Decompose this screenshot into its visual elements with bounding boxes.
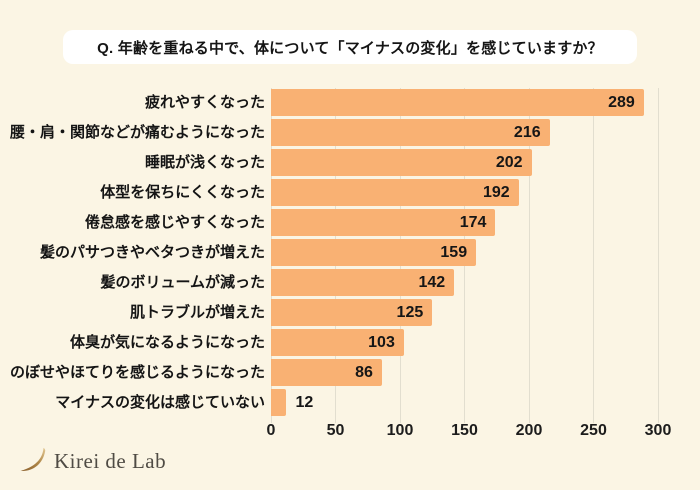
category-label: 体型を保ちにくくなった [100, 184, 265, 201]
bar [271, 149, 532, 176]
value-label: 142 [418, 274, 446, 291]
plot-area: 289 216 202 192 174 159 142 125 103 86 12 [270, 88, 659, 423]
x-tick-label: 0 [266, 422, 276, 439]
x-tick-label: 50 [326, 422, 345, 439]
bar [271, 209, 496, 236]
bar-row: 12 [271, 388, 658, 418]
category-label: 倦怠感を感じやすくなった [84, 214, 265, 231]
bar [271, 119, 550, 146]
category-label: 髪のパサつきやベタつきが増えた [39, 244, 265, 261]
bar [271, 239, 477, 266]
bar-row: 86 [271, 358, 658, 388]
bar-row: 142 [271, 268, 658, 298]
brand-logo-text: Kirei de Lab [54, 448, 167, 473]
value-label: 202 [495, 154, 523, 171]
bar-row: 159 [271, 238, 658, 268]
x-tick-label: 200 [515, 422, 543, 439]
value-label: 125 [396, 304, 424, 321]
category-label: 疲れやすくなった [144, 94, 265, 111]
value-label: 174 [459, 214, 487, 231]
gridline [528, 88, 530, 423]
chart-title: Q. 年齢を重ねる中で、体について「マイナスの変化」を感じていますか？ [63, 30, 637, 64]
bar-row: 174 [271, 208, 658, 238]
value-label: 289 [608, 94, 635, 111]
bar [271, 89, 644, 116]
crescent-lash-icon [20, 447, 46, 471]
x-tick-label: 150 [451, 422, 478, 439]
category-label: マイナスの変化は感じていない [55, 394, 265, 411]
bar [271, 389, 287, 416]
category-label: のぼせやほてりを感じるようになった [9, 364, 265, 381]
bar-row: 125 [271, 298, 658, 328]
bar [271, 179, 519, 206]
bar-row: 202 [271, 148, 658, 178]
x-tick-label: 100 [386, 422, 414, 439]
value-label: 12 [295, 394, 314, 411]
bar-row: 216 [271, 118, 658, 148]
value-label: 103 [368, 334, 395, 351]
bar-row: 289 [271, 88, 658, 118]
bar [271, 359, 382, 386]
x-tick-label: 250 [580, 422, 607, 439]
category-label: 肌トラブルが増えた [129, 304, 265, 321]
value-label: 159 [440, 244, 468, 261]
category-label: 髪のボリュームが減った [100, 274, 265, 291]
category-label: 体臭が気になるようになった [69, 334, 265, 351]
value-label: 216 [513, 124, 541, 141]
gridline [593, 88, 594, 423]
bar-row: 192 [271, 178, 658, 208]
category-label: 睡眠が浅くなった [144, 154, 265, 171]
x-tick-label: 300 [644, 422, 672, 439]
bar [271, 299, 433, 326]
value-label: 192 [482, 184, 510, 201]
gridline [657, 88, 659, 423]
bar [271, 269, 455, 296]
category-label: 腰・肩・関節などが痛むようになった [9, 124, 265, 141]
bar-row: 103 [271, 328, 658, 358]
bar [271, 329, 404, 356]
brand-logo: Kirei de Lab [18, 446, 166, 476]
value-label: 86 [355, 364, 373, 381]
